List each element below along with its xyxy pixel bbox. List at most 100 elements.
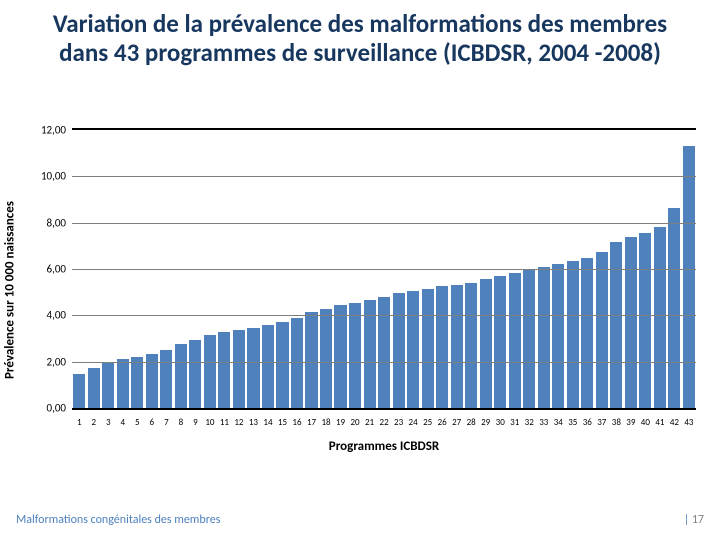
x-tick: 4 (116, 417, 131, 428)
bar (625, 237, 637, 408)
x-tick: 36 (580, 417, 595, 428)
bar (262, 325, 274, 408)
x-tick: 23 (391, 417, 406, 428)
bar (349, 303, 361, 408)
bar (552, 264, 564, 408)
x-tick: 30 (493, 417, 508, 428)
x-tick: 43 (682, 417, 697, 428)
bar (175, 344, 187, 408)
footer-page-number: 17 (692, 513, 704, 527)
gridline (72, 223, 696, 224)
footer-separator: | (684, 513, 690, 527)
footer-left: Malformations congénitales des membres (16, 513, 220, 527)
x-tick: 13 (246, 417, 261, 428)
x-tick: 16 (290, 417, 305, 428)
y-tick: 4,00 (47, 309, 72, 322)
y-tick: 12,00 (41, 124, 72, 137)
gridline (72, 315, 696, 316)
bar (233, 330, 245, 408)
bar (117, 359, 129, 408)
x-tick: 22 (377, 417, 392, 428)
x-tick: 32 (522, 417, 537, 428)
x-tick: 18 (319, 417, 334, 428)
bar (509, 273, 521, 408)
bar (218, 332, 230, 408)
bar (102, 362, 114, 408)
bar (334, 305, 346, 408)
bar (654, 227, 666, 408)
x-tick: 12 (232, 417, 247, 428)
x-tick: 14 (261, 417, 276, 428)
y-tick: 2,00 (47, 355, 72, 368)
x-tick: 9 (188, 417, 203, 428)
bar (480, 279, 492, 408)
x-tick: 11 (217, 417, 232, 428)
x-tick: 35 (566, 417, 581, 428)
bar (596, 252, 608, 408)
x-tick: 20 (348, 417, 363, 428)
slide: Variation de la prévalence des malformat… (0, 0, 720, 540)
bar (451, 285, 463, 408)
bar (204, 335, 216, 408)
x-tick: 33 (537, 417, 552, 428)
x-tick: 10 (203, 417, 218, 428)
chart: Prévalence sur 10 000 naissances 0,002,0… (16, 120, 704, 460)
bar (276, 322, 288, 408)
footer-right: | 17 (684, 513, 704, 527)
y-tick: 10,00 (41, 170, 72, 183)
x-tick: 37 (595, 417, 610, 428)
bar (131, 357, 143, 408)
x-tick: 29 (478, 417, 493, 428)
bar (436, 286, 448, 408)
bar (393, 293, 405, 408)
bar (567, 261, 579, 408)
bar (538, 267, 550, 408)
footer: Malformations congénitales des membres |… (0, 500, 720, 540)
y-tick: 8,00 (47, 216, 72, 229)
bar (610, 242, 622, 408)
x-tick: 28 (464, 417, 479, 428)
plot-area: 0,002,004,006,008,0010,0012,00 (72, 128, 696, 410)
x-tick: 25 (420, 417, 435, 428)
x-tick: 41 (653, 417, 668, 428)
x-tick: 40 (638, 417, 653, 428)
x-axis-label: Programmes ICBDSR (72, 439, 696, 454)
bar (160, 350, 172, 408)
y-tick: 0,00 (47, 402, 72, 415)
bar (523, 270, 535, 408)
x-tick: 38 (609, 417, 624, 428)
x-tick: 3 (101, 417, 116, 428)
x-tick: 7 (159, 417, 174, 428)
x-tick: 31 (507, 417, 522, 428)
x-tick: 17 (304, 417, 319, 428)
gridline (72, 269, 696, 270)
x-ticks: 1234567891011121314151617181920212223242… (72, 417, 696, 428)
y-axis-label: Prévalence sur 10 000 naissances (3, 201, 18, 379)
bar (683, 146, 695, 408)
bar (364, 300, 376, 408)
bar (378, 297, 390, 408)
bar (73, 374, 85, 408)
x-tick: 24 (406, 417, 421, 428)
x-tick: 26 (435, 417, 450, 428)
x-tick: 2 (87, 417, 102, 428)
y-tick: 6,00 (47, 263, 72, 276)
bar (494, 276, 506, 408)
x-tick: 39 (624, 417, 639, 428)
bar (465, 283, 477, 408)
x-tick: 1 (72, 417, 87, 428)
bar (639, 233, 651, 408)
x-tick: 27 (449, 417, 464, 428)
bar (422, 289, 434, 408)
bar (305, 312, 317, 408)
x-tick: 21 (362, 417, 377, 428)
bar (247, 328, 259, 408)
x-tick: 42 (667, 417, 682, 428)
bar (407, 291, 419, 408)
page-title: Variation de la prévalence des malformat… (0, 0, 720, 68)
bar (581, 258, 593, 408)
x-tick: 5 (130, 417, 145, 428)
bar (88, 368, 100, 408)
bar (189, 340, 201, 408)
x-tick: 6 (145, 417, 160, 428)
